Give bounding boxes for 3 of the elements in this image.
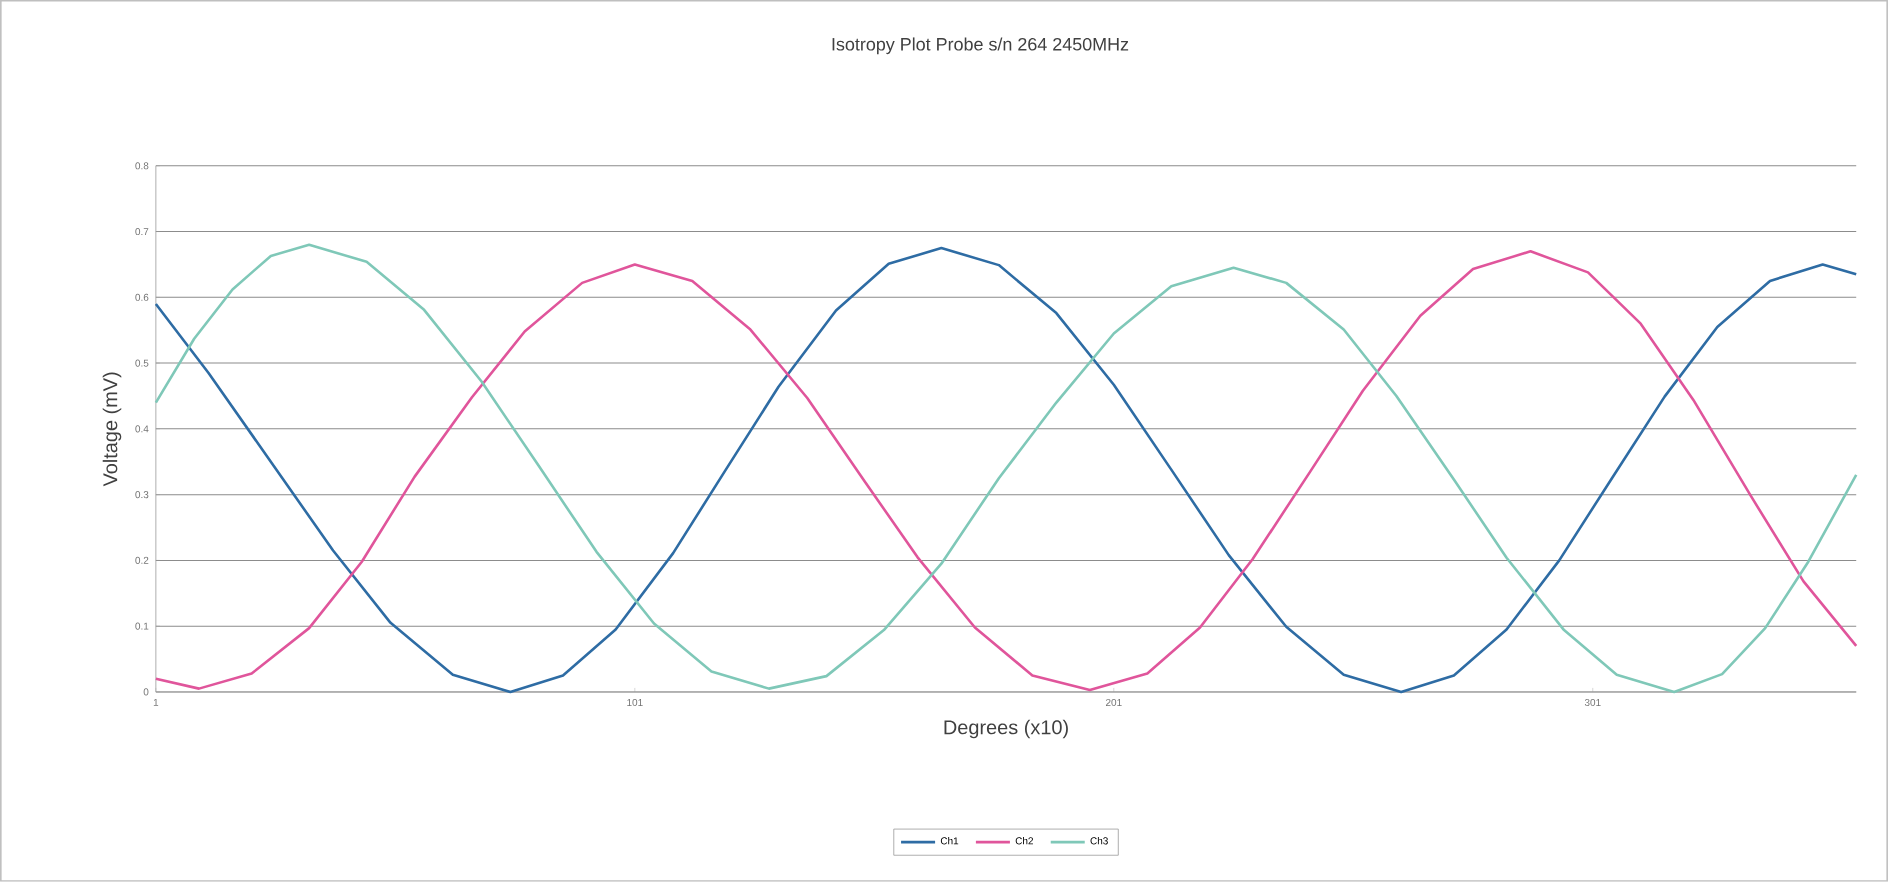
- chart-title: Isotropy Plot Probe s/n 264 2450MHz: [832, 37, 1129, 55]
- x-axis-title: Degrees (x10): [944, 719, 1068, 739]
- y-axis-title: Voltage (mV): [102, 372, 122, 487]
